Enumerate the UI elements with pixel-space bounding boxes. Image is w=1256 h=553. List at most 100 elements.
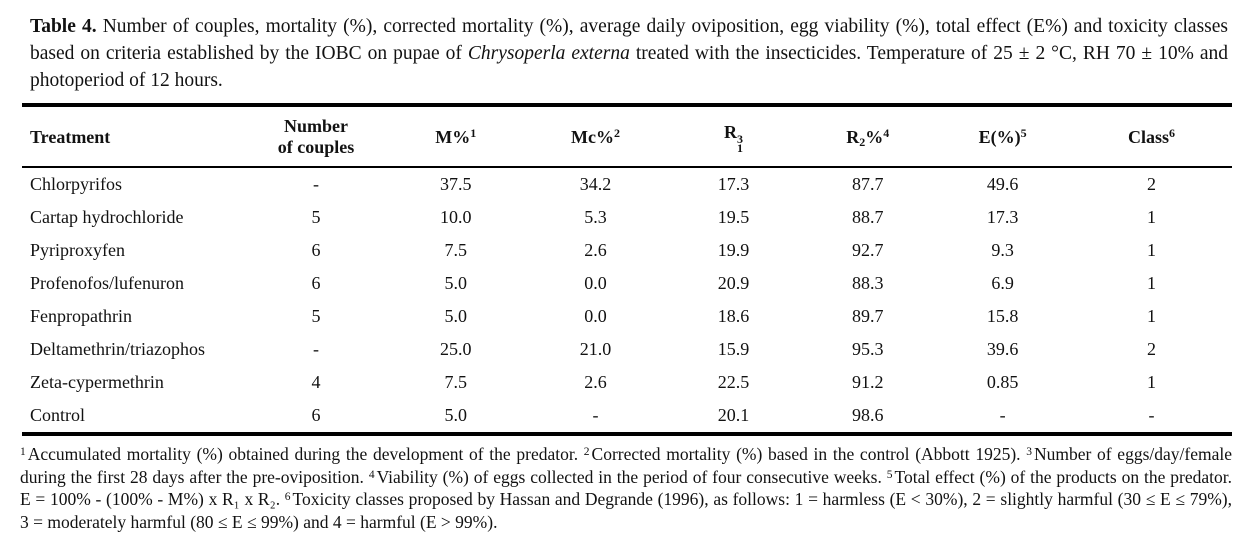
footnotes: 1 Accumulated mortality (%) obtained duri… [20,443,1232,533]
value-cell: 21.0 [579,339,612,359]
caption-text-before: Number of couples, mortality (%), correc… [30,16,1228,64]
value-cell: 87.7 [852,174,884,194]
table-row: Chlorpyrifos - 37.5 34.2 17.3 87.7 49.6 2 [22,167,1232,201]
value-cell: 88.3 [852,273,884,293]
footnote-marker: 6 [284,491,291,503]
footnote-text: Total effect (%) of the products on the … [20,466,1233,510]
value-cell: 5.3 [584,207,607,227]
value-cell: 2 [1147,339,1157,359]
value-cell: 7.5 [444,372,468,392]
subscript: 2 [859,134,866,149]
treatment-cell: Profenofos/lufenuron [30,273,184,293]
footnote-marker: 1 [20,446,26,458]
header-label: % [865,126,884,147]
footnote-ref: 5 [1020,125,1027,140]
value-cell: 92.7 [852,240,884,260]
table-row: Profenofos/lufenuron 6 5.0 0.0 20.9 88.3 6.9 1 [22,267,1232,300]
col-header-corrected-mortality: Mc%2 [525,105,666,168]
value-cell: 37.5 [440,174,472,194]
subscript: 1 [736,140,743,155]
table-caption: Table 4. Number of couples, mortality (%… [30,13,1228,94]
footnote-text: Viability (%) of eggs collected in the p… [376,466,887,487]
value-cell: 39.6 [986,339,1019,359]
value-cell: 17.3 [717,174,750,194]
header-label: Mc% [571,126,615,147]
col-header-total-effect: E(%)5 [934,105,1072,168]
treatment-cell: Zeta-cypermethrin [30,372,164,392]
footnote-marker: 3 [1026,446,1032,458]
table-row: Control 6 5.0 - 20.1 98.6 - - [22,399,1232,434]
table-row: Deltamethrin/triazophos - 25.0 21.0 15.9 95.3… [22,333,1232,366]
value-cell: 1 [1147,372,1157,392]
footnote-text: Number of eggs/day/female during the fir… [20,444,1232,487]
header-label: Number [284,116,349,136]
value-cell: 5 [311,207,321,227]
value-cell: 6 [311,273,321,293]
value-cell: - [313,174,320,194]
value-cell: 17.3 [986,207,1019,227]
table-row: Fenpropathrin 5 5.0 0.0 18.6 89.7 15.8 1 [22,300,1232,333]
value-cell: 5.0 [444,306,468,326]
paper-page: Table 4. Number of couples, mortality (%… [0,13,1256,553]
footnote-ref: 6 [1169,125,1176,140]
value-cell: 2.6 [584,240,607,260]
value-cell: 88.7 [852,207,884,227]
value-cell: 2.6 [584,372,607,392]
caption-text-after: treated with the insecticides. Temperatu… [30,43,1228,91]
value-cell: 0.0 [584,273,607,293]
footnote-marker: 4 [368,468,375,481]
footnote-text: Toxicity classes proposed by Hassan and … [20,489,1232,532]
value-cell: 0.85 [986,372,1019,392]
value-cell: 91.2 [852,372,884,392]
table-row: Pyriproxyfen 6 7.5 2.6 19.9 92.7 9.3 1 [22,234,1232,267]
value-cell: 6 [311,405,321,425]
footnote-marker: 2 [583,446,590,458]
value-cell: 25.0 [440,339,472,359]
value-cell: 1 [1147,240,1157,260]
treatment-cell: Pyriproxyfen [30,240,125,260]
footnote-ref: 2 [614,125,621,140]
footnote-ref: 3 [736,131,743,146]
treatment-cell: Fenpropathrin [30,306,132,326]
col-header-class: Class6 [1071,105,1232,168]
col-header-treatment: Treatment [22,105,246,168]
col-header-number-of-couples: Number of couples [245,105,387,168]
value-cell: 49.6 [986,174,1019,194]
value-cell: 19.9 [717,240,750,260]
table-number-label: Table 4. [30,16,97,37]
value-cell: 0.0 [584,306,607,326]
value-cell: 10.0 [440,207,472,227]
value-cell: 34.2 [579,174,612,194]
value-cell: 5 [311,306,321,326]
value-cell: - [1148,405,1155,425]
value-cell: 15.8 [986,306,1019,326]
header-label: R [723,121,737,142]
value-cell: 1 [1147,207,1157,227]
value-cell: - [999,405,1006,425]
value-cell: 15.9 [717,339,750,359]
value-cell: 6 [311,240,321,260]
value-cell: 4 [311,372,321,392]
value-cell: 9.3 [991,240,1014,260]
footnote-text: Corrected mortality (%) based in the con… [591,444,1027,464]
table-row: Zeta-cypermethrin 4 7.5 2.6 22.5 91.2 0.85 1 [22,366,1232,399]
value-cell: 18.6 [717,306,750,326]
value-cell: 20.1 [717,405,750,425]
footnote-text: Accumulated mortality (%) obtained durin… [27,444,584,464]
header-label: Class [1128,126,1170,147]
header-label: Treatment [30,126,111,147]
value-cell: 22.5 [717,372,750,392]
value-cell: 5.0 [444,405,468,425]
treatment-cell: Chlorpyrifos [30,174,122,194]
header-label: M% [435,126,471,147]
value-cell: 1 [1147,273,1157,293]
header-label: E(%) [978,126,1021,147]
value-cell: 89.7 [852,306,884,326]
value-cell: 6.9 [991,273,1014,293]
footnote-ref: 4 [883,125,890,140]
value-cell: 98.6 [852,405,884,425]
